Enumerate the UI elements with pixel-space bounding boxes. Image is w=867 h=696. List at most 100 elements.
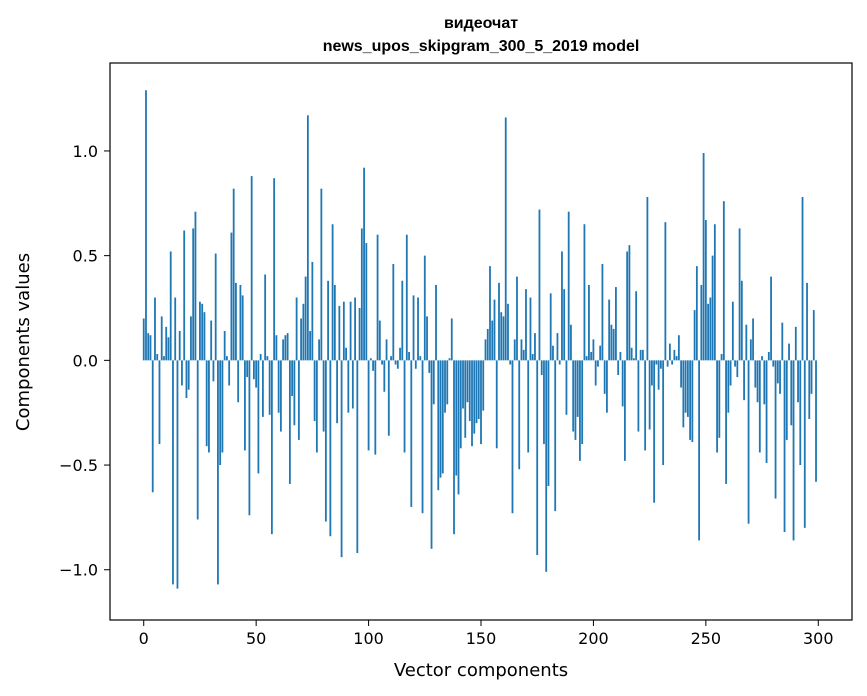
plot-frame — [109, 62, 853, 621]
bar — [522, 349, 525, 361]
bar — [702, 153, 705, 361]
bar — [217, 360, 219, 585]
bar — [329, 360, 332, 537]
bar — [208, 360, 210, 453]
bar — [493, 299, 496, 361]
bar — [378, 320, 381, 361]
bar — [399, 347, 401, 361]
bar — [448, 358, 451, 361]
bar — [374, 360, 377, 455]
bar — [401, 280, 404, 361]
x-ticks: 0 50 100 150 200 250 300 — [139, 620, 834, 648]
bar — [291, 360, 294, 396]
bar — [169, 251, 172, 361]
bar — [221, 360, 224, 453]
bar — [347, 360, 350, 413]
bar — [257, 360, 260, 474]
bar — [599, 345, 602, 361]
bar — [412, 295, 415, 361]
bar — [639, 349, 642, 361]
bar — [417, 297, 419, 361]
bar — [295, 297, 298, 361]
bar — [648, 360, 651, 430]
bar — [668, 343, 671, 361]
x-tick-label: 250 — [691, 629, 722, 648]
bar — [235, 282, 237, 361]
y-tick-label: −0.5 — [59, 456, 98, 475]
bar — [471, 360, 473, 447]
bar — [163, 356, 165, 361]
x-tick-label: 0 — [139, 629, 149, 648]
bar — [360, 228, 363, 361]
bar — [313, 360, 316, 422]
bar — [704, 220, 707, 361]
bar — [297, 360, 300, 440]
bar — [446, 360, 449, 405]
bar — [331, 224, 334, 361]
bar — [628, 245, 631, 361]
bar — [707, 303, 709, 361]
bar — [489, 266, 491, 361]
bar — [160, 316, 163, 361]
bar — [304, 276, 307, 361]
bar — [345, 347, 347, 361]
bar — [495, 360, 498, 449]
bar — [608, 299, 611, 361]
bar — [365, 243, 368, 361]
bar — [677, 335, 680, 361]
bar — [358, 308, 361, 361]
bar — [205, 360, 208, 447]
bar — [383, 360, 386, 392]
bar — [237, 360, 240, 403]
bar — [410, 360, 413, 507]
bar — [279, 360, 282, 432]
bar — [500, 312, 503, 361]
bar — [549, 293, 552, 361]
bar — [799, 360, 802, 466]
bar — [145, 90, 147, 361]
bar — [214, 253, 217, 361]
bar — [322, 360, 325, 432]
bar — [619, 351, 622, 361]
bar — [626, 251, 629, 361]
x-tick-label: 300 — [803, 629, 834, 648]
bar — [167, 337, 170, 361]
bar — [761, 356, 763, 361]
bar — [740, 280, 743, 361]
y-axis-label: Components values — [13, 253, 34, 431]
bar — [430, 360, 433, 549]
bar — [590, 351, 593, 361]
bar — [565, 360, 568, 415]
bar — [765, 360, 768, 463]
bar — [244, 360, 246, 451]
bar — [695, 266, 698, 361]
bar — [662, 360, 665, 466]
bar — [473, 360, 476, 434]
bar — [354, 297, 356, 361]
bar — [300, 318, 303, 361]
bar — [509, 360, 512, 365]
bar — [232, 188, 235, 361]
bar — [720, 354, 723, 361]
bar — [174, 297, 177, 361]
bars-group — [142, 90, 817, 589]
bar — [572, 360, 575, 432]
bar — [511, 360, 514, 514]
bar — [464, 360, 467, 438]
bar — [743, 360, 745, 401]
bar — [444, 360, 446, 413]
bar — [158, 360, 161, 445]
bar — [534, 333, 536, 361]
bar — [574, 360, 577, 440]
bar — [156, 354, 159, 361]
bar — [725, 360, 727, 484]
bar — [356, 360, 359, 553]
bar — [428, 360, 431, 373]
bar — [680, 360, 683, 388]
bar — [525, 289, 527, 361]
bar — [172, 360, 174, 585]
bar — [689, 360, 692, 440]
bar — [275, 335, 278, 361]
bar — [646, 197, 649, 361]
bar — [259, 354, 262, 361]
